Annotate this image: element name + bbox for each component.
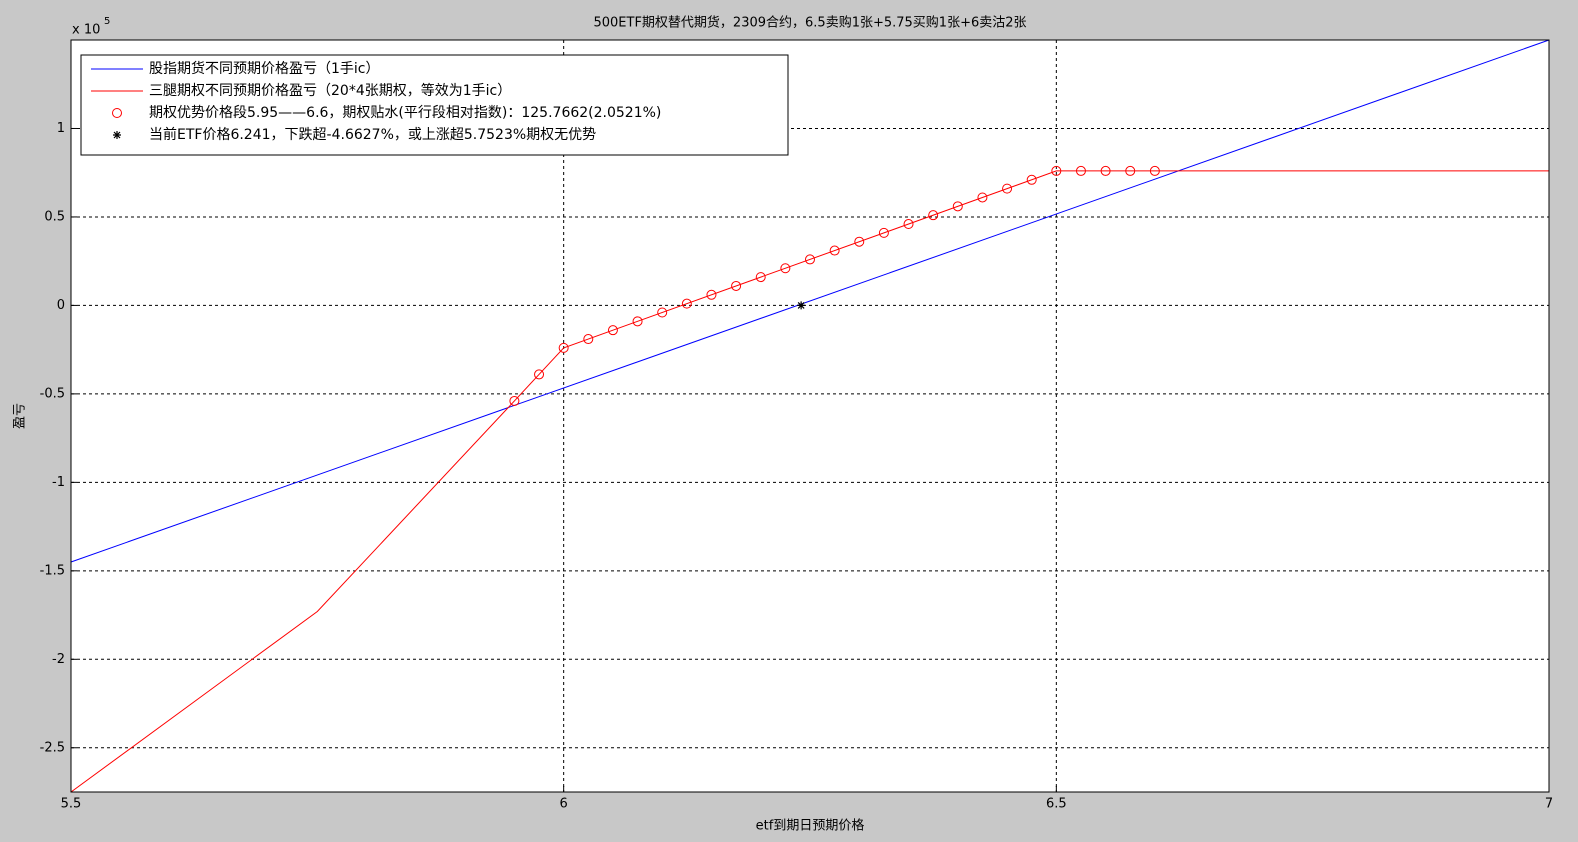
y-tick-label: -1 [52, 475, 65, 490]
y-tick-label: 1 [57, 121, 65, 136]
x-tick-label: 7 [1545, 797, 1553, 812]
x-axis-label: etf到期日预期价格 [756, 818, 865, 834]
x-tick-label: 6 [560, 797, 568, 812]
legend: 股指期货不同预期价格盈亏（1手ic） 三腿期权不同预期价格盈亏（20*4张期权，等… [80, 54, 789, 156]
marker [1100, 165, 1111, 176]
marker [1051, 165, 1062, 176]
marker [509, 395, 520, 406]
legend-label: 当前ETF价格6.241，下跌超-4.6627%，或上涨超5.7523%期权无优… [149, 126, 596, 143]
marker [681, 298, 692, 309]
marker [607, 325, 618, 336]
marker [1149, 165, 1160, 176]
x-tick-label: 5.5 [61, 797, 82, 812]
marker [829, 245, 840, 256]
marker [952, 201, 963, 212]
marker [755, 272, 766, 283]
y-scale-exponent: 5 [104, 16, 110, 27]
legend-box [80, 54, 789, 156]
marker [928, 210, 939, 221]
y-tick-label: -2.5 [40, 740, 65, 755]
x-tick-label: 6.5 [1046, 797, 1067, 812]
marker [534, 369, 545, 380]
legend-label: 股指期货不同预期价格盈亏（1手ic） [149, 60, 380, 77]
marker [780, 263, 791, 274]
legend-label: 期权优势价格段5.95——6.6，期权贴水(平行段相对指数)：125.7662(… [149, 105, 661, 121]
y-tick-label: -0.5 [40, 386, 65, 401]
plot-area [71, 40, 1549, 792]
marker [878, 227, 889, 238]
marker [903, 219, 914, 230]
y-tick-label: 0 [57, 298, 65, 313]
y-tick-label: 0.5 [44, 209, 65, 224]
marker [113, 131, 121, 139]
data [70, 39, 1550, 793]
y-tick-label: -2 [52, 652, 65, 667]
y-tick-label: -1.5 [40, 563, 65, 578]
marker [706, 289, 717, 300]
y-scale-base: x 10 [72, 23, 100, 38]
marker [1125, 165, 1136, 176]
marker [1002, 183, 1013, 194]
marker [797, 301, 806, 310]
legend-label: 三腿期权不同预期价格盈亏（20*4张期权，等效为1手ic） [149, 82, 511, 99]
chart-title: 500ETF期权替代期货，2309合约，6.5卖购1张+5.75买购1张+6卖沽… [593, 15, 1026, 31]
marker [112, 108, 122, 118]
marker [1026, 174, 1037, 185]
axes-box [70, 39, 1550, 793]
series-line [70, 170, 1549, 793]
marker [1075, 165, 1086, 176]
marker [583, 334, 594, 345]
marker [854, 236, 865, 247]
marker [558, 342, 569, 353]
series-line [70, 39, 1550, 563]
marker [657, 307, 668, 318]
marker [805, 254, 815, 265]
marker [632, 316, 643, 327]
marker [731, 280, 742, 291]
marker [977, 192, 988, 203]
y-axis-label: 盈亏 [13, 403, 28, 429]
